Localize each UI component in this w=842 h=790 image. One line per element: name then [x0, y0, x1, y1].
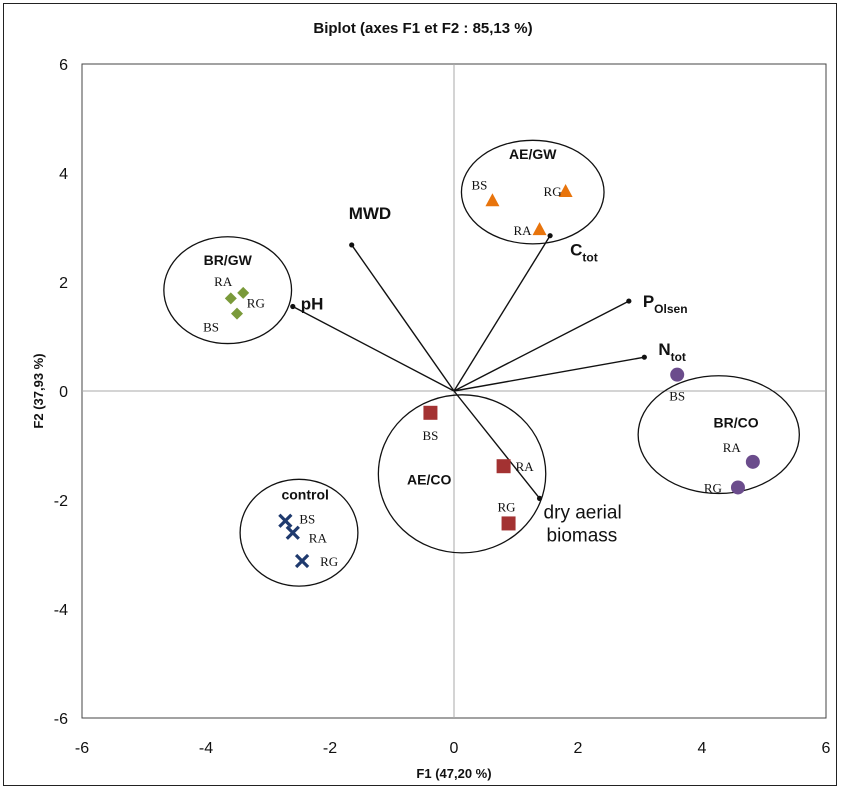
point-label-control-bs: BS	[299, 512, 315, 527]
vector-label-p-olsen: POlsen	[643, 292, 688, 316]
vector-p-olsen	[453, 300, 630, 392]
point-ae-gw-ra	[532, 222, 547, 236]
point-br-gw-ra	[237, 286, 250, 299]
group-label-control: control	[281, 487, 328, 503]
y-axis-label: F2 (37,93 %)	[31, 353, 46, 428]
point-label-control-rg: RG	[320, 554, 338, 569]
vector-end-ph	[290, 303, 296, 310]
vector-label-n-tot: Ntot	[658, 340, 686, 364]
y-tick-label: 0	[59, 384, 68, 401]
x-tick-label: -4	[199, 740, 213, 757]
tick-labels: -6 -4 -2 0 2 4 6 -6 -4 -2 0 2 4 6	[54, 57, 831, 757]
group-label-br-gw: BR/GW	[204, 252, 253, 268]
y-tick-label: 4	[59, 166, 68, 183]
point-br-co-bs	[670, 367, 685, 382]
vector-mwd	[351, 244, 455, 392]
y-tick-label: -6	[54, 711, 68, 728]
group-ellipses: AE/GW BR/GW BR/CO AE/CO control	[163, 139, 800, 587]
vector-end-mwd	[349, 242, 355, 248]
vector-label-dry-aerial-biomass: dry aerial	[544, 502, 622, 523]
chart-frame	[3, 3, 837, 786]
group-ellipse-ae-co	[377, 394, 547, 554]
group-ellipse-br-gw	[163, 236, 293, 345]
x-tick-label: -2	[323, 740, 337, 757]
data-points: BS RG RA RA RG BS BS RA RG BS RA RG BS RA RG	[203, 177, 760, 569]
point-ae-gw-bs	[485, 193, 500, 207]
vector-ph	[292, 305, 455, 392]
point-control-rg	[294, 553, 310, 569]
vector-label-ph: pH	[301, 295, 324, 314]
chart-title: Biplot (axes F1 et F2 : 85,13 %)	[313, 20, 532, 37]
x-axis-label: F1 (47,20 %)	[416, 766, 491, 781]
point-control-ra	[285, 525, 300, 540]
group-label-br-co: BR/CO	[714, 415, 759, 431]
vector-label-c-tot: Ctot	[570, 241, 598, 265]
point-label-ae-co-ra: RA	[516, 459, 535, 474]
vector-label-dry-aerial-biomass: biomass	[547, 525, 618, 546]
point-label-br-co-bs: BS	[669, 389, 685, 404]
point-label-ae-co-rg: RG	[498, 499, 516, 514]
group-ellipse-br-co	[637, 375, 800, 495]
group-ellipse-ae-gw	[460, 139, 605, 245]
point-br-gw-bs	[231, 307, 243, 320]
group-label-ae-gw: AE/GW	[509, 146, 557, 162]
y-tick-label: -2	[54, 493, 68, 510]
point-label-br-gw-bs: BS	[203, 320, 219, 335]
vector-n-tot	[453, 356, 645, 392]
vector-end-n-tot	[641, 354, 647, 360]
point-label-br-gw-ra: RA	[214, 274, 233, 289]
group-label-ae-co: AE/CO	[407, 471, 451, 487]
point-label-br-co-rg: RG	[704, 480, 722, 495]
point-label-br-gw-rg: RG	[247, 295, 265, 310]
group-ellipse-control	[239, 478, 359, 587]
y-tick-label: 6	[59, 57, 68, 74]
vector-c-tot	[453, 235, 551, 392]
point-label-ae-co-bs: BS	[422, 428, 438, 443]
x-tick-label: 2	[574, 740, 583, 757]
point-label-ae-gw-ra: RA	[513, 223, 532, 238]
point-ae-co-rg	[501, 516, 516, 531]
point-ae-gw-rg	[558, 183, 573, 197]
point-br-co-rg	[730, 480, 745, 495]
point-ae-co-ra	[496, 459, 511, 474]
point-br-co-ra	[745, 454, 760, 469]
vector-end-p-olsen	[626, 298, 632, 304]
x-tick-label: 6	[822, 740, 831, 757]
point-label-br-co-ra: RA	[723, 440, 742, 455]
point-label-ae-gw-bs: BS	[471, 177, 487, 192]
point-ae-co-bs	[423, 405, 438, 420]
vector-label-mwd: MWD	[349, 204, 391, 223]
x-tick-label: -6	[75, 740, 89, 757]
vector-end-dry-aerial-biomass	[536, 495, 543, 501]
vector-end-c-tot	[547, 233, 553, 239]
x-tick-label: 0	[450, 740, 459, 757]
point-label-ae-gw-rg: RG	[544, 184, 562, 199]
point-control-bs	[278, 513, 293, 528]
x-tick-label: 4	[698, 740, 707, 757]
y-tick-label: 2	[59, 275, 68, 292]
vector-dry-aerial-biomass	[453, 390, 541, 499]
y-tick-label: -4	[54, 602, 68, 619]
point-br-gw-rg	[224, 292, 237, 305]
point-label-control-ra: RA	[309, 531, 328, 546]
